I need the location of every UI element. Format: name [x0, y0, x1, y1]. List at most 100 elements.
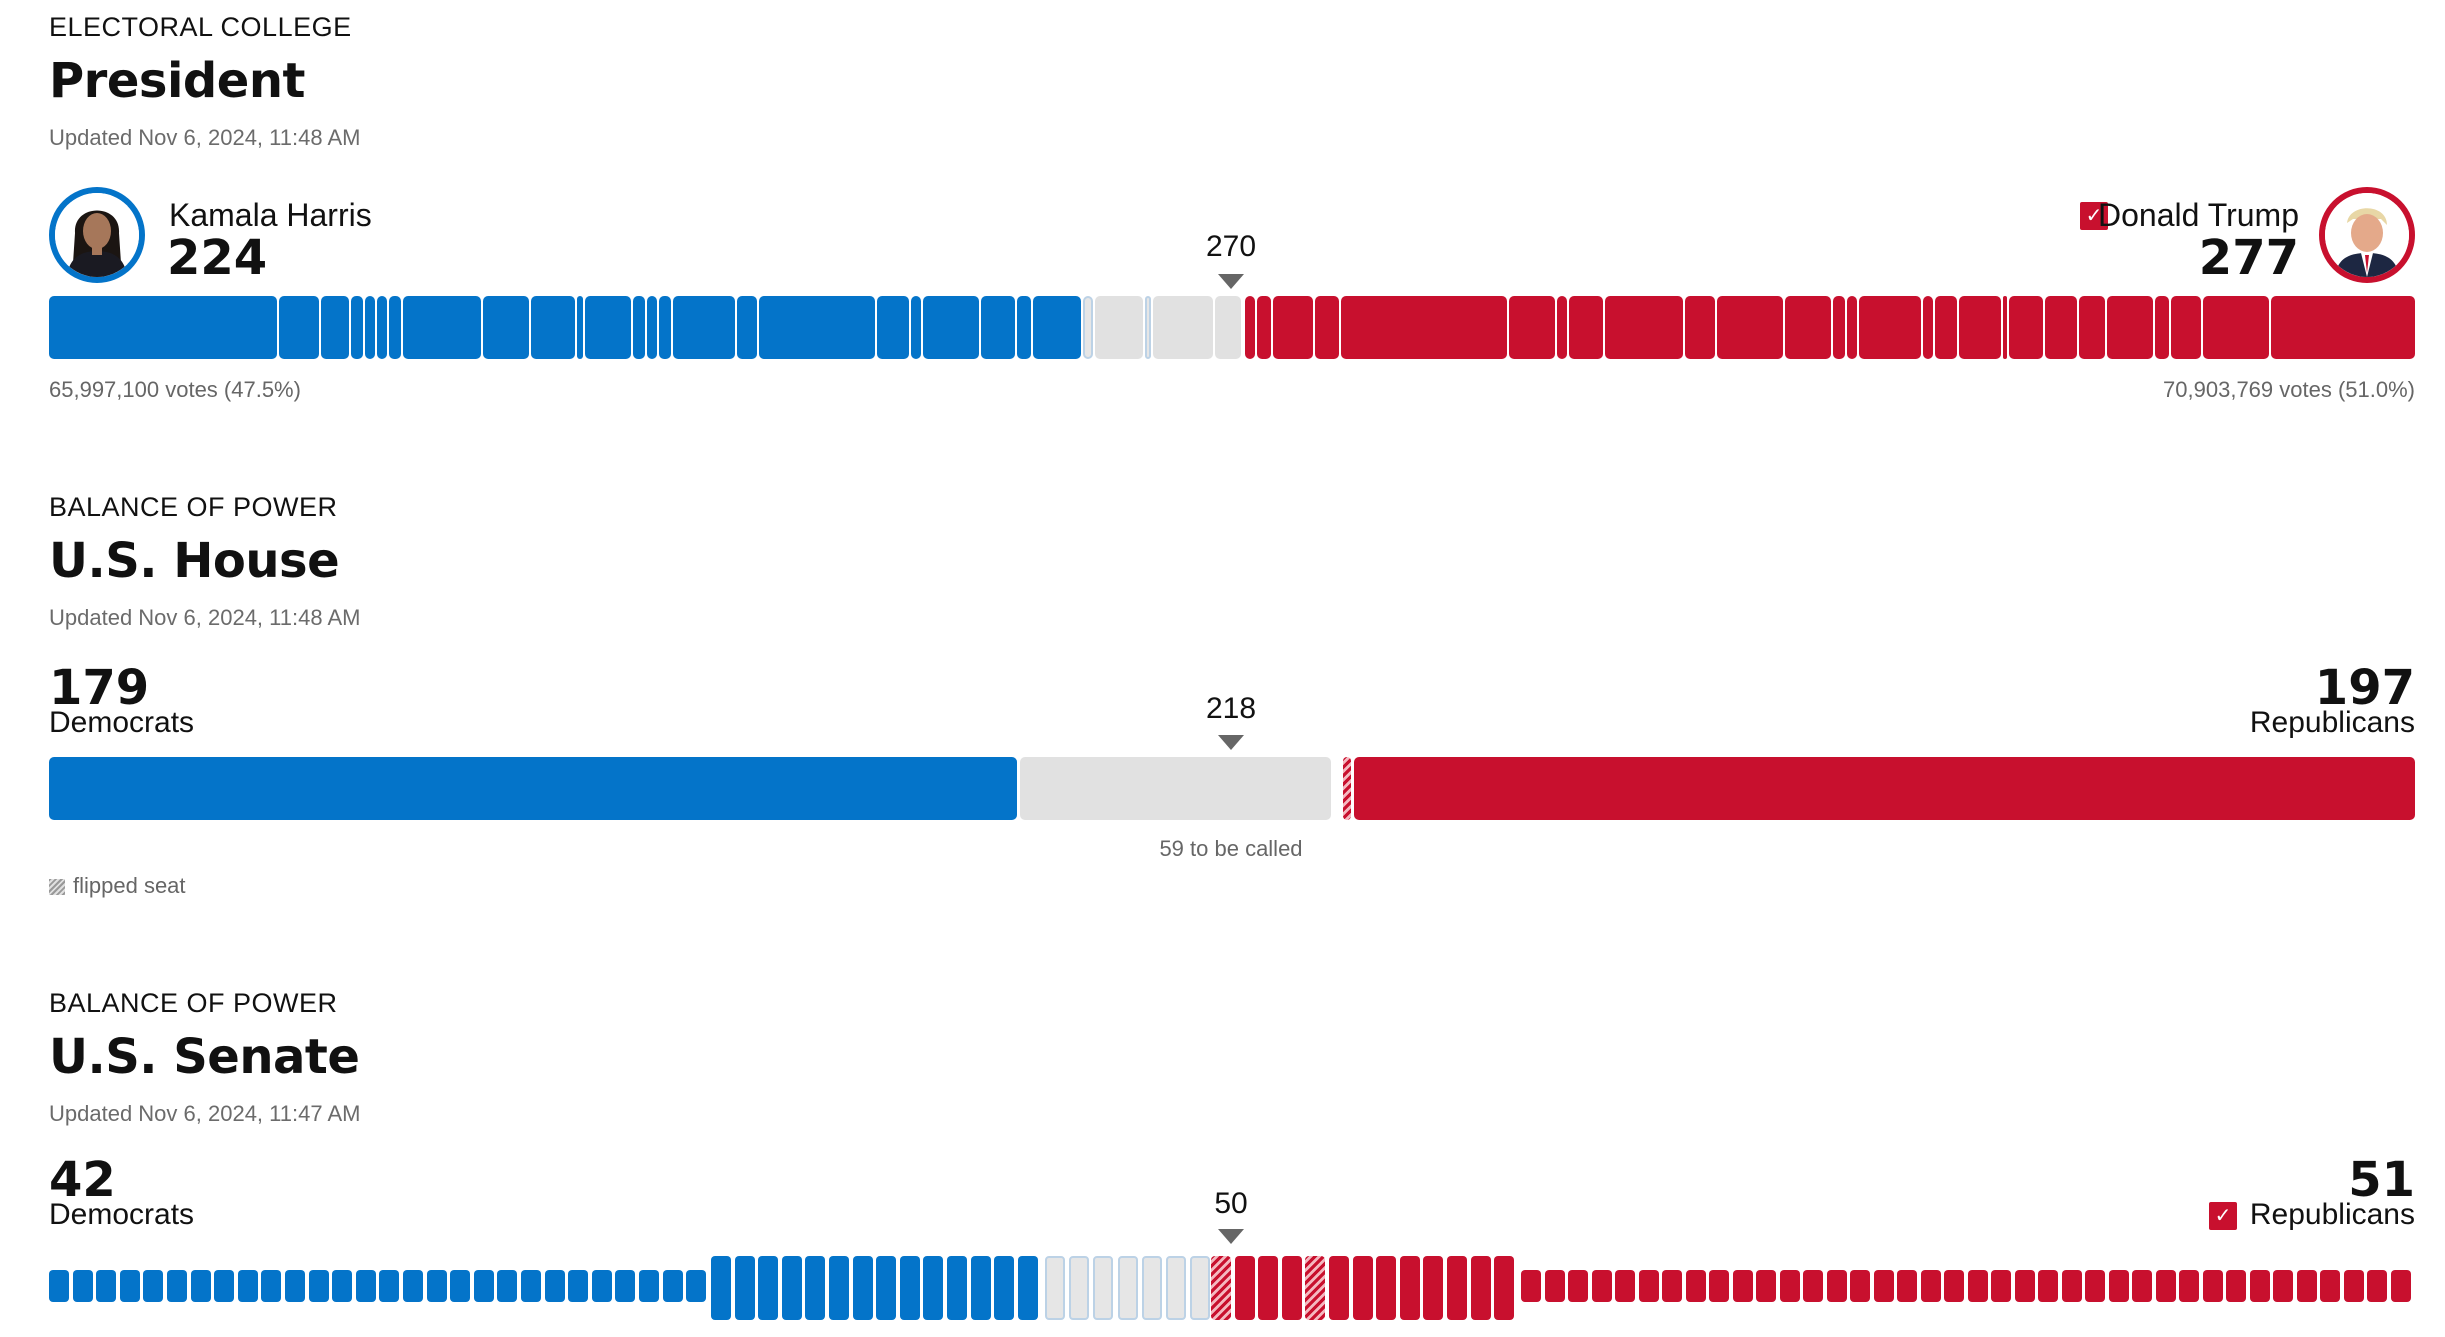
rep-state-block[interactable] — [1557, 296, 1567, 359]
senate-uncalled-seat[interactable] — [1069, 1256, 1090, 1320]
dem-state-block[interactable] — [389, 296, 401, 359]
senate-rep-seat[interactable] — [1399, 1256, 1420, 1320]
uncalled-state-block[interactable] — [1083, 296, 1093, 359]
senate-dem-seat[interactable] — [899, 1256, 920, 1320]
senate-rep-seat[interactable] — [1352, 1256, 1373, 1320]
dem-state-block[interactable] — [279, 296, 319, 359]
senate-dem-seat[interactable] — [1017, 1256, 1038, 1320]
senate-rep-seat[interactable] — [1826, 1270, 1847, 1302]
senate-rep-seat[interactable] — [1897, 1270, 1917, 1302]
senate-rep-seat[interactable] — [1732, 1270, 1753, 1302]
senate-rep-seat[interactable] — [2273, 1270, 2293, 1302]
senate-dem-seat[interactable] — [261, 1270, 282, 1302]
senate-rep-seat[interactable] — [2296, 1270, 2317, 1302]
dem-state-block[interactable] — [403, 296, 481, 359]
senate-rep-seat[interactable] — [1521, 1270, 1541, 1302]
dem-state-block[interactable] — [365, 296, 375, 359]
uncalled-state-block[interactable] — [1095, 296, 1143, 359]
rep-state-block[interactable] — [1959, 296, 2001, 359]
rep-state-block[interactable] — [1605, 296, 1683, 359]
dem-state-block[interactable] — [1017, 296, 1031, 359]
senate-dem-seat[interactable] — [450, 1270, 471, 1302]
senate-dem-seat[interactable] — [711, 1256, 731, 1320]
senate-dem-seat[interactable] — [829, 1256, 849, 1320]
senate-rep-seat[interactable] — [2061, 1270, 2082, 1302]
senate-dem-seat[interactable] — [876, 1256, 897, 1320]
senate-rep-seat[interactable] — [1494, 1256, 1515, 1320]
senate-uncalled-seat[interactable] — [1045, 1256, 1065, 1320]
senate-rep-seat[interactable] — [1447, 1256, 1467, 1320]
senate-rep-seat[interactable] — [1568, 1270, 1588, 1302]
senate-dem-seat[interactable] — [190, 1270, 211, 1302]
senate-rep-seat[interactable] — [1850, 1270, 1870, 1302]
senate-rep-seat[interactable] — [1376, 1256, 1397, 1320]
senate-dem-seat[interactable] — [639, 1270, 659, 1302]
senate-rep-seat[interactable] — [1991, 1270, 2011, 1302]
rep-state-block[interactable] — [2079, 296, 2105, 359]
senate-rep-seat[interactable] — [1662, 1270, 1682, 1302]
dem-state-block[interactable] — [759, 296, 875, 359]
senate-rep-seat[interactable] — [1920, 1270, 1941, 1302]
dem-state-block[interactable] — [49, 296, 277, 359]
senate-rep-seat[interactable] — [1470, 1256, 1491, 1320]
senate-rep-seat[interactable] — [1967, 1270, 1988, 1302]
rep-state-block[interactable] — [1509, 296, 1555, 359]
senate-rep-seat[interactable] — [1615, 1270, 1635, 1302]
dem-state-block[interactable] — [659, 296, 671, 359]
senate-dem-seat[interactable] — [473, 1270, 494, 1302]
rep-state-block[interactable] — [1257, 296, 1271, 359]
dem-state-block[interactable] — [673, 296, 735, 359]
rep-state-block[interactable] — [1273, 296, 1313, 359]
rep-state-block[interactable] — [1717, 296, 1783, 359]
senate-flipped-seat[interactable] — [1305, 1256, 1326, 1320]
dem-state-block[interactable] — [737, 296, 757, 359]
senate-dem-seat[interactable] — [852, 1256, 873, 1320]
senate-dem-seat[interactable] — [332, 1270, 353, 1302]
senate-rep-seat[interactable] — [1234, 1256, 1255, 1320]
senate-rep-seat[interactable] — [2014, 1270, 2035, 1302]
dem-state-block[interactable] — [923, 296, 979, 359]
uncalled-state-block[interactable] — [1145, 296, 1151, 359]
senate-dem-seat[interactable] — [994, 1256, 1015, 1320]
senate-rep-seat[interactable] — [1281, 1256, 1302, 1320]
rep-state-block[interactable] — [2155, 296, 2169, 359]
senate-dem-seat[interactable] — [49, 1270, 69, 1302]
senate-dem-seat[interactable] — [72, 1270, 93, 1302]
rep-state-block[interactable] — [1341, 296, 1507, 359]
senate-flipped-seat[interactable] — [1211, 1256, 1231, 1320]
senate-dem-seat[interactable] — [923, 1256, 944, 1320]
dem-state-block[interactable] — [531, 296, 575, 359]
senate-dem-seat[interactable] — [308, 1270, 329, 1302]
senate-dem-seat[interactable] — [686, 1270, 707, 1302]
senate-dem-seat[interactable] — [167, 1270, 187, 1302]
dem-state-block[interactable] — [585, 296, 631, 359]
senate-uncalled-seat[interactable] — [1166, 1256, 1186, 1320]
rep-state-block[interactable] — [1859, 296, 1921, 359]
rep-state-block[interactable] — [2045, 296, 2077, 359]
senate-dem-seat[interactable] — [214, 1270, 235, 1302]
senate-rep-seat[interactable] — [2108, 1270, 2129, 1302]
rep-state-block[interactable] — [1569, 296, 1603, 359]
senate-rep-seat[interactable] — [2249, 1270, 2270, 1302]
senate-rep-seat[interactable] — [2320, 1270, 2340, 1302]
senate-rep-seat[interactable] — [2085, 1270, 2105, 1302]
rep-state-block[interactable] — [2009, 296, 2043, 359]
senate-dem-seat[interactable] — [591, 1270, 612, 1302]
dem-state-block[interactable] — [911, 296, 921, 359]
senate-dem-seat[interactable] — [805, 1256, 826, 1320]
senate-dem-seat[interactable] — [970, 1256, 991, 1320]
dem-state-block[interactable] — [981, 296, 1015, 359]
rep-state-block[interactable] — [1785, 296, 1831, 359]
senate-rep-seat[interactable] — [1258, 1256, 1279, 1320]
uncalled-state-block[interactable] — [1215, 296, 1241, 359]
senate-rep-seat[interactable] — [1779, 1270, 1800, 1302]
senate-rep-seat[interactable] — [2155, 1270, 2176, 1302]
rep-state-block[interactable] — [2357, 296, 2365, 359]
senate-dem-seat[interactable] — [734, 1256, 755, 1320]
senate-dem-seat[interactable] — [119, 1270, 140, 1302]
dem-state-block[interactable] — [877, 296, 909, 359]
senate-rep-seat[interactable] — [1873, 1270, 1894, 1302]
rep-state-block[interactable] — [2171, 296, 2201, 359]
rep-state-block[interactable] — [2367, 296, 2415, 359]
senate-rep-seat[interactable] — [2226, 1270, 2246, 1302]
